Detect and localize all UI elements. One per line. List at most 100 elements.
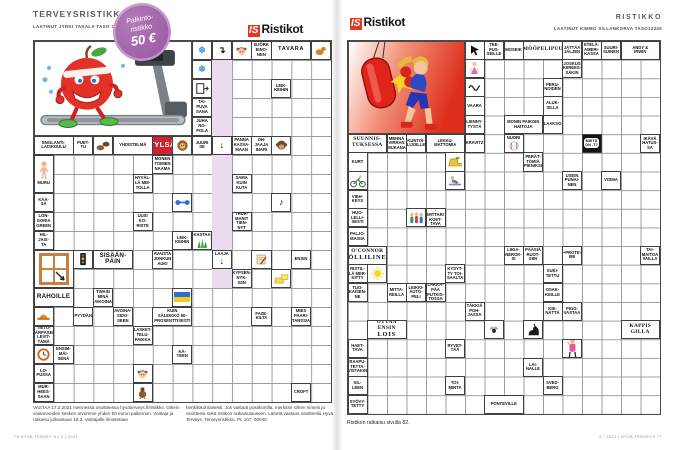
- clue-cell: MONEN TOIMEN NAAMA: [152, 154, 173, 174]
- clue-text: RAHOILLE: [36, 292, 71, 300]
- solution-highlight-cell: [211, 116, 232, 136]
- clue-cell: TÄKKIÄ POH- JASSA: [464, 301, 485, 321]
- clue-cell: ALUK- SILLA: [542, 96, 563, 116]
- baby-icon: [39, 161, 49, 181]
- turkey-icon: [137, 386, 148, 399]
- clue-text: KYPSEN- NYK- SIIN: [232, 270, 251, 285]
- clue-cell: OSAK- KEILLE: [542, 282, 563, 303]
- page-gutter-shadow: [331, 0, 343, 450]
- arrow-down-icon: ↓: [219, 256, 225, 267]
- clue-cell: MUR- HEES- SAAN: [33, 382, 54, 402]
- is-logo-box: IS: [248, 25, 261, 37]
- clue-text: THUR- MANIT TIEN- NYT: [235, 211, 249, 230]
- clue-text: MONIN PAIKOIN HAITOJA: [507, 119, 540, 129]
- clue-cell: KYPSEN- NYK- SIIN: [231, 268, 252, 288]
- clue-cell: [367, 264, 387, 284]
- clue-text: BJÖRK EINO- NEN: [254, 42, 269, 57]
- clue-text: RAAPU- TETTA- VISTAKIN: [347, 359, 368, 374]
- traffic-icon: [79, 252, 87, 267]
- crossword-grid-left[interactable]: ❄ ↴ BJÖRK EINO- NEN TAVARA ❄ LEIK- KEIHIN TAI-…: [33, 40, 332, 403]
- clue-cell: [562, 338, 582, 359]
- clue-text: SUUNNIS- TUKSESSA: [351, 136, 383, 149]
- clue-text: MONEN TOIMEN NAAMA: [154, 156, 171, 171]
- clue-text: NUORI: [506, 135, 521, 141]
- clue-cell: HYVÄL- LÄ MIE- TOLLA: [132, 173, 153, 193]
- clue-cell: ENSIN: [290, 249, 312, 269]
- bird-icon: [314, 44, 328, 57]
- clue-text: KÄ- TEEN: [176, 348, 188, 359]
- clue-text: KASTAA: [193, 231, 211, 237]
- clue-cell: RAHOILLE: [33, 287, 74, 307]
- clue-text: PUET- TU: [77, 139, 90, 150]
- clue-text: JÄTTÄÄ JÄLJEN: [563, 44, 581, 55]
- clue-cell: ↴: [211, 40, 232, 60]
- sun-icon: [370, 267, 384, 281]
- page-folio-left: 76 HYVÄ TERVEY S | 2 | 2021: [14, 434, 79, 439]
- clue-cell: LIIGA- NEROK- SI: [503, 245, 524, 265]
- clue-cell: CROFT: [290, 382, 312, 402]
- clue-cell: +PROTE- IINI: [562, 245, 582, 265]
- fly-icon: [489, 325, 499, 334]
- solution-highlight-cell: [211, 192, 232, 212]
- clue-cell: LEIK- KEIHIN: [172, 230, 193, 250]
- is-logo-box: IS: [350, 18, 363, 30]
- clue-text: JUURI SE: [195, 139, 209, 150]
- clue-cell: [251, 249, 272, 269]
- clue-text: TAI- PUVA SANA: [196, 99, 208, 114]
- squiggle-icon: [468, 83, 481, 92]
- clue-text: SUKI- TETTU: [545, 268, 560, 278]
- clue-cell: KURT: [347, 152, 368, 172]
- clue-text: LO- PUSSA: [36, 367, 51, 378]
- clue-text: TOI- MINTA: [448, 380, 462, 390]
- clue-text: PERU- NOIDEN: [544, 81, 561, 92]
- clue-cell: HIL- JAIS- TA: [33, 230, 54, 250]
- clue-text: UUSI KO- RISTE: [136, 213, 149, 228]
- clue-text: VOIMA: [604, 177, 618, 183]
- clue-cell: PUET- TU: [73, 135, 94, 155]
- clue-cell: ↓: [211, 135, 232, 155]
- clue-cell: MOSEIK: [503, 40, 524, 60]
- clue-cell: VOIMA: [601, 171, 621, 191]
- is-ristikot-logo: IS Ristikot: [248, 20, 303, 38]
- clue-text: SUURI- SUINEN: [603, 44, 619, 55]
- clue-text: OH- JAAJA INARI: [254, 137, 269, 152]
- clue-cell: HUO- LELLI- SESTI: [347, 208, 368, 228]
- clue-cell: LIIKKU- MATTOMIA: [425, 133, 465, 153]
- page-title: TERVEYSRISTIKKO: [33, 9, 129, 19]
- clue-text: VAARA: [467, 102, 482, 108]
- clue-cell: MITTA- REILLA: [386, 282, 407, 303]
- clue-cell: PALJO- MAISIA: [347, 227, 368, 247]
- clue-text: TYLSÄ: [153, 140, 171, 150]
- clue-text: KURT: [351, 158, 364, 164]
- clue-cell: [92, 135, 114, 155]
- clue-text: YHDISTELMÄ: [119, 141, 147, 147]
- clue-cell: SUURI- SUINEN: [601, 40, 621, 60]
- clue-cell: SAMA KUIN KUTA: [231, 173, 252, 193]
- clue-text: LAAKSO: [543, 121, 562, 127]
- clock-icon: [37, 348, 50, 361]
- clue-text: TUO- KAISEN- NE: [348, 284, 367, 299]
- clue-text: LEIK- KEIHIN: [274, 82, 289, 93]
- prize-amount: 50 €: [129, 29, 157, 49]
- clue-cell: AVAISTA JONKUN AUKI: [152, 249, 173, 269]
- clue-text: MENNÄ VIRRAN MUKANA: [387, 135, 406, 150]
- solution-highlight-cell: [211, 154, 232, 174]
- woman-icon: [469, 61, 480, 76]
- crossword-grid-right[interactable]: TEE- PUS- SEILLE MOSEIK MÖÖPELIPUU JÄTTÄÄ J…: [347, 40, 661, 415]
- byline: LAATINUT KIMMO SILLANKORVA TASO12345: [554, 26, 662, 31]
- clue-text: PERÄT- TÖMIÄ PIENIKSI: [524, 154, 542, 169]
- clue-cell: NUORI: [503, 133, 524, 153]
- butter-icon: [274, 273, 289, 284]
- notepad-icon: [255, 253, 268, 266]
- clue-cell: LO- PUSSA: [33, 363, 54, 383]
- clue-cell: UUSI KO- RISTE: [132, 211, 153, 231]
- clue-cell: LON- GORIA GREEN: [33, 211, 54, 231]
- left-page: TERVEYSRISTIKKO LAATINUT JYRKI TAKALA TA…: [14, 0, 334, 439]
- clue-cell: TIETO- KÄRPÄSEN LEVIT- TÄMÄ: [33, 325, 54, 345]
- clue-cell: KAPPIS GILLA: [620, 320, 660, 340]
- clue-cell: ❄: [191, 40, 213, 60]
- clue-text: CROFT: [293, 388, 309, 394]
- clue-text: ANDY & IRWIN: [632, 44, 649, 55]
- clue-cell: KUNTOI- LIJOILLE: [406, 133, 426, 153]
- clue-text: PANNA KASVA- MAAN: [233, 137, 250, 152]
